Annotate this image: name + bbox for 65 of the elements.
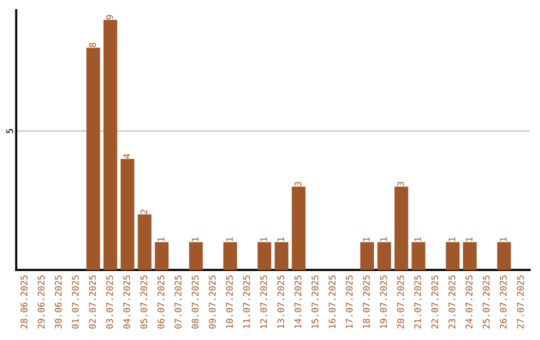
x-tick-label: 14.07.2025 bbox=[294, 276, 302, 328]
x-tick-label: 25.07.2025 bbox=[482, 276, 490, 328]
data-label: 9 bbox=[106, 15, 113, 20]
data-label: 1 bbox=[226, 237, 233, 242]
x-tick-label: 28.06.2025 bbox=[20, 276, 28, 328]
x-tick-label: 10.07.2025 bbox=[226, 276, 233, 328]
bar bbox=[360, 242, 374, 270]
bar bbox=[462, 242, 477, 270]
data-label: 1 bbox=[466, 237, 472, 242]
bar bbox=[394, 186, 408, 270]
data-label: 1 bbox=[192, 237, 198, 242]
data-label: 3 bbox=[294, 182, 302, 186]
x-tick-label: 20.07.2025 bbox=[397, 276, 404, 328]
x-tick-label: 04.07.2025 bbox=[123, 276, 130, 329]
x-tick-label: 30.06.2025 bbox=[54, 276, 62, 329]
y-tick-label: 5 bbox=[6, 129, 14, 134]
data-label: 8 bbox=[89, 42, 96, 48]
data-label: 1 bbox=[277, 237, 284, 242]
x-tick-label: 17.07.2025 bbox=[346, 276, 353, 328]
bar bbox=[377, 242, 392, 270]
x-tick-label: 23.07.2025 bbox=[448, 276, 456, 328]
bar bbox=[446, 242, 460, 270]
data-label: 1 bbox=[500, 237, 507, 242]
x-tick-label: 12.07.2025 bbox=[260, 276, 268, 328]
data-label: 1 bbox=[260, 237, 267, 242]
bar bbox=[497, 242, 511, 270]
x-tick-label: 11.07.2025 bbox=[243, 276, 250, 328]
data-label: 4 bbox=[123, 154, 130, 158]
bar bbox=[189, 242, 203, 270]
x-tick-label: 03.07.2025 bbox=[106, 276, 113, 329]
x-tick-label: 07.07.2025 bbox=[174, 276, 182, 329]
bar bbox=[292, 186, 306, 270]
x-tick-label: 22.07.2025 bbox=[431, 276, 438, 328]
bar bbox=[120, 158, 134, 270]
data-label: 1 bbox=[363, 237, 370, 242]
bar bbox=[154, 242, 169, 270]
data-label: 3 bbox=[397, 182, 404, 186]
x-tick-label: 09.07.2025 bbox=[208, 276, 216, 329]
x-tick-label: 13.07.2025 bbox=[277, 276, 284, 328]
x-tick-label: 21.07.2025 bbox=[414, 276, 422, 328]
x-tick-label: 01.07.2025 bbox=[72, 276, 79, 329]
bar bbox=[223, 242, 238, 270]
data-label: 1 bbox=[158, 237, 164, 242]
bar bbox=[138, 214, 152, 270]
x-tick-label: 26.07.2025 bbox=[500, 276, 507, 328]
bar bbox=[258, 242, 272, 270]
x-tick-label: 02.07.2025 bbox=[89, 276, 96, 329]
x-tick-label: 19.07.2025 bbox=[380, 276, 387, 328]
x-tick-label: 16.07.2025 bbox=[328, 276, 336, 328]
data-label: 1 bbox=[448, 237, 456, 242]
x-tick-label: 24.07.2025 bbox=[466, 276, 472, 328]
x-tick-label: 27.07.2025 bbox=[516, 276, 524, 328]
x-tick-label: 18.07.2025 bbox=[362, 276, 370, 328]
x-tick-label: 08.07.2025 bbox=[192, 276, 199, 329]
x-tick-label: 29.06.2025 bbox=[38, 276, 45, 328]
bar bbox=[86, 48, 100, 270]
data-label: 2 bbox=[140, 210, 148, 214]
x-tick-label: 05.07.2025 bbox=[140, 276, 148, 329]
bar bbox=[274, 242, 288, 270]
data-label: 1 bbox=[380, 237, 387, 242]
bar bbox=[412, 242, 426, 270]
x-tick-label: 15.07.2025 bbox=[312, 276, 318, 328]
bar bbox=[104, 20, 118, 270]
x-tick-label: 06.07.2025 bbox=[158, 276, 164, 329]
data-label: 1 bbox=[414, 237, 421, 242]
